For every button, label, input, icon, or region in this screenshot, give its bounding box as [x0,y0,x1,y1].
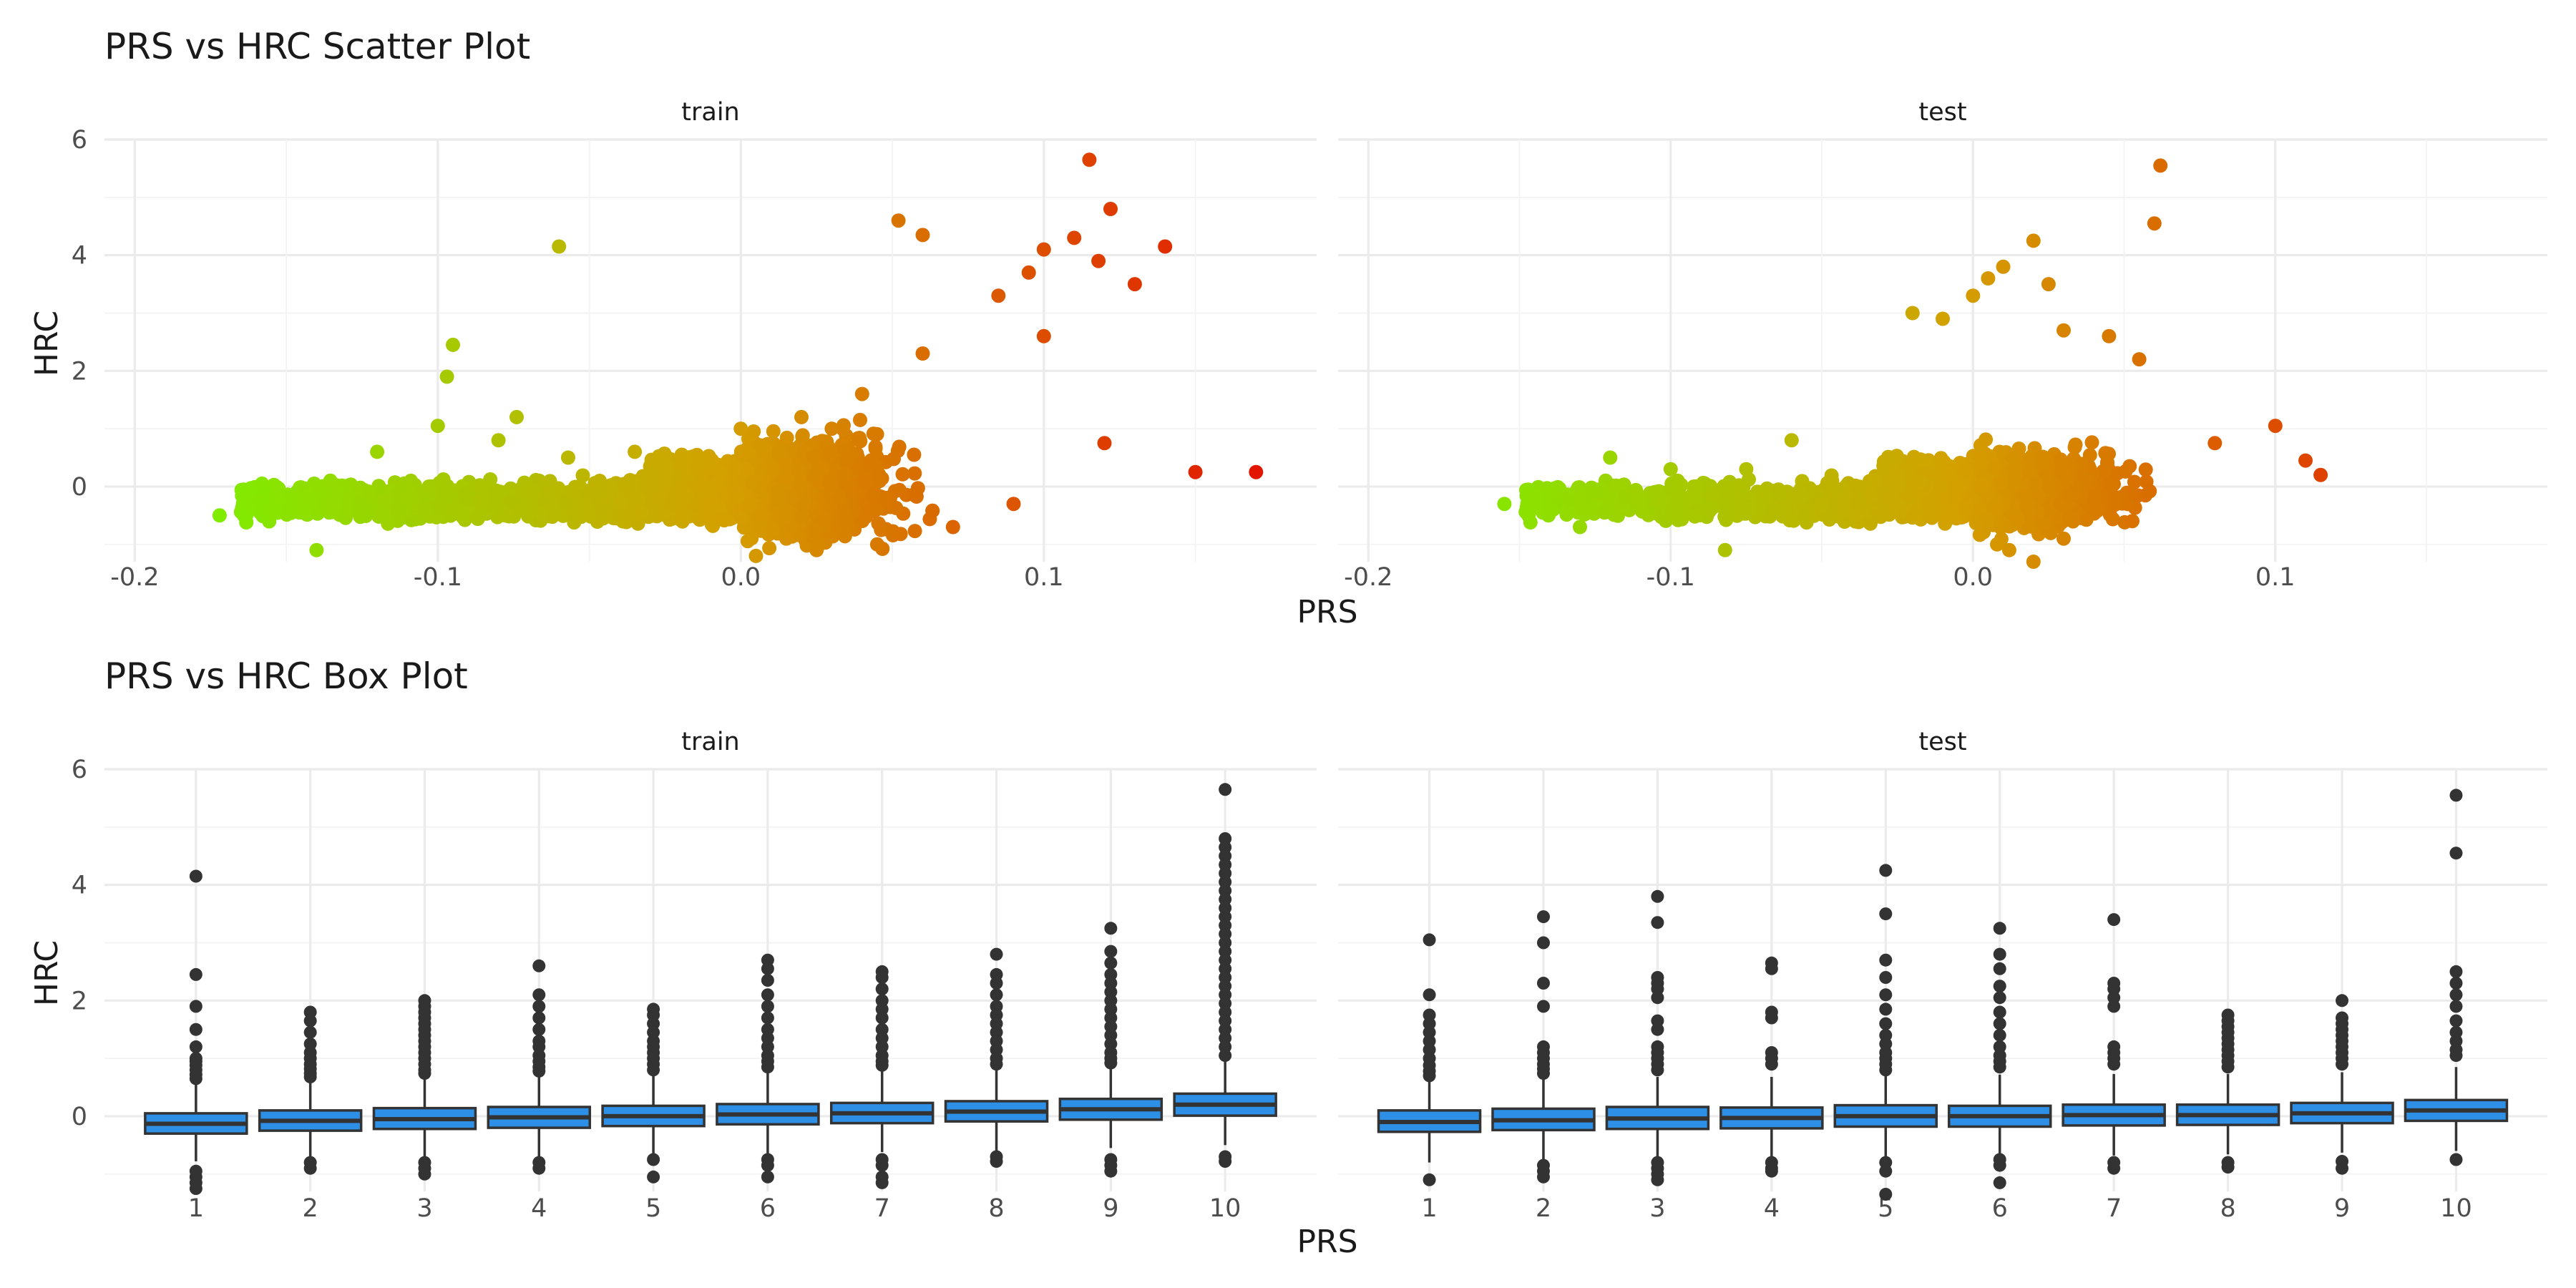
y-tick-label: 2 [72,357,87,386]
scatter-point [853,412,867,427]
scatter-point [907,524,922,539]
x-tick-label: 0.1 [1024,563,1064,592]
scatter-strip-test: test [1918,98,1966,127]
scatter-point [925,503,940,518]
scatter-point [795,508,809,523]
x-tick-label: -0.2 [1344,563,1392,592]
scatter-point [869,426,884,441]
scatter-point [807,524,822,539]
x-tick-label: -0.2 [110,563,159,592]
y-tick-label: 6 [72,126,87,155]
y-tick-label: 0 [72,473,87,502]
scatter-point-cloud-train [233,412,940,556]
y-tick-label: 4 [72,242,87,270]
scatter-point [762,541,777,555]
scatter-point [895,467,910,482]
scatter-point [907,447,922,462]
scatter-x-ticks-test: -0.2 -0.1 0.0 0.1 [1344,563,2295,592]
scatter-point [892,482,907,497]
scatter-point [746,424,761,439]
scatter-point [575,468,590,483]
x-tick-label: 0.0 [721,563,761,592]
scatter-point [374,507,389,522]
scatter-title: PRS vs HRC Scatter Plot [104,26,530,67]
scatter-y-ticks: 0 2 4 6 [72,126,87,502]
x-tick-label: -0.1 [414,563,462,592]
scatter-point [795,429,810,444]
scatter-point [532,473,547,488]
scatter-point [907,466,922,481]
scatter-point [889,500,904,515]
scatter-point [868,439,883,454]
scatter-point [740,534,755,549]
scatter-point [887,452,901,467]
x-tick-label: 0.1 [2255,563,2296,592]
scatter-strip-train: train [681,98,739,127]
x-tick-label: 0.0 [1953,563,1993,592]
scatter-point [874,522,889,537]
scatter-x-ticks-train: -0.2 -0.1 0.0 0.1 [110,563,1063,592]
scatter-point [851,431,866,446]
scatter-point [674,447,689,462]
scatter-point [766,424,781,439]
x-tick-label: -0.1 [1646,563,1695,592]
scatter-point [779,430,794,445]
